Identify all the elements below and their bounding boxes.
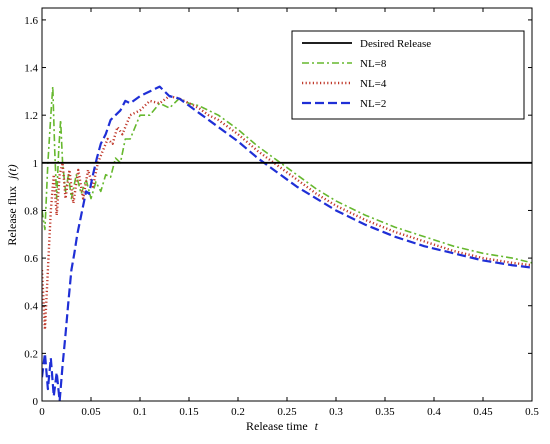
series-line-nl-8 — [42, 85, 532, 264]
legend-label: NL=2 — [360, 98, 386, 110]
legend-label: NL=8 — [360, 58, 387, 70]
series-line-nl-2 — [42, 85, 532, 401]
y-tick-label: 1 — [33, 158, 39, 170]
x-tick-label: 0.1 — [133, 406, 147, 418]
series-line-nl-4 — [42, 94, 532, 331]
series-layer — [42, 85, 532, 401]
legend-label: NL=4 — [360, 78, 387, 90]
x-tick-label: 0.35 — [375, 406, 395, 418]
x-tick-label: 0.45 — [473, 406, 493, 418]
x-tick-label: 0.05 — [81, 406, 101, 418]
y-axis-ticks: 0 0.2 0.4 0.6 0.8 1 1.2 1.4 1.6 — [24, 15, 532, 408]
legend-label: Desired Release — [360, 38, 431, 50]
x-axis-label-variable: t — [315, 419, 319, 433]
y-tick-label: 0.2 — [24, 348, 38, 360]
x-tick-label: 0.25 — [277, 406, 297, 418]
x-axis-label: Release time t — [246, 419, 319, 433]
x-axis-label-text: Release time — [246, 419, 308, 433]
x-tick-label: 0.2 — [231, 406, 245, 418]
x-tick-label: 0.5 — [525, 406, 539, 418]
y-tick-label: 0.6 — [24, 253, 38, 265]
y-axis-label-text: Release flux — [5, 186, 19, 246]
y-tick-label: 0.8 — [24, 205, 38, 217]
x-axis-ticks: 0 0.05 0.1 0.15 0.2 0.25 0.3 0.35 0.4 0.45 0.5 — [39, 8, 539, 418]
x-tick-label: 0.3 — [329, 406, 343, 418]
y-tick-label: 1.4 — [24, 63, 38, 75]
legend: Desired Release NL=8 NL=4 NL=2 — [291, 30, 525, 120]
y-axis-label-variable: j(t) — [5, 164, 19, 181]
x-tick-label: 0.15 — [179, 406, 199, 418]
y-tick-label: 1.6 — [24, 15, 38, 27]
y-tick-label: 1.2 — [24, 110, 38, 122]
x-tick-label: 0.4 — [427, 406, 441, 418]
y-tick-label: 0 — [33, 396, 39, 408]
y-axis-label: Release flux j(t) — [5, 164, 19, 245]
y-tick-label: 0.4 — [24, 301, 38, 313]
legend-box — [291, 30, 525, 120]
x-tick-label: 0 — [39, 406, 45, 418]
